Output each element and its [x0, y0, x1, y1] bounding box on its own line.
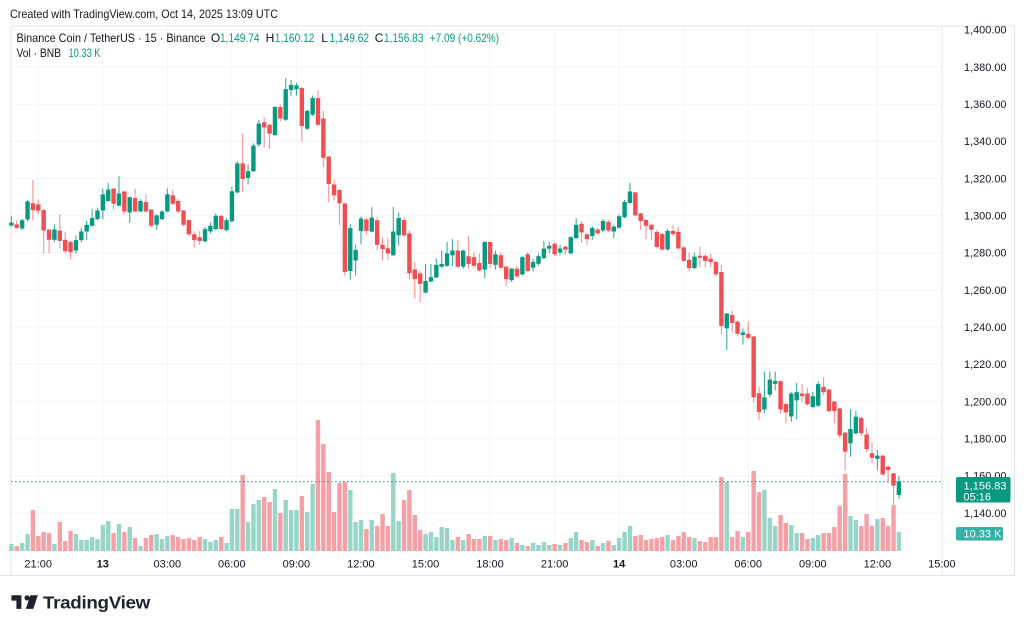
svg-text:1,320.00: 1,320.00	[964, 173, 1007, 185]
svg-text:09:00: 09:00	[283, 559, 311, 571]
svg-text:+7.09 (+0.62%): +7.09 (+0.62%)	[430, 31, 499, 45]
svg-text:15:00: 15:00	[412, 559, 440, 571]
svg-text:1,240.00: 1,240.00	[964, 322, 1007, 334]
svg-text:C: C	[375, 31, 384, 45]
svg-text:14: 14	[613, 559, 626, 571]
svg-text:03:00: 03:00	[154, 559, 182, 571]
svg-text:1,300.00: 1,300.00	[964, 211, 1007, 223]
svg-text:15:00: 15:00	[928, 559, 956, 571]
svg-text:Created with TradingView.com,: Created with TradingView.com, Oct 14, 20…	[10, 7, 278, 21]
svg-text:1,149.62: 1,149.62	[330, 31, 370, 45]
svg-text:TradingView: TradingView	[43, 593, 151, 613]
svg-text:O: O	[211, 31, 220, 45]
svg-text:Vol · BNB: Vol · BNB	[17, 46, 62, 60]
svg-text:1,340.00: 1,340.00	[964, 136, 1007, 148]
svg-text:10.33 K: 10.33 K	[69, 46, 101, 60]
svg-text:1,200.00: 1,200.00	[964, 396, 1007, 408]
svg-text:1,260.00: 1,260.00	[964, 285, 1007, 297]
svg-text:18:00: 18:00	[476, 559, 504, 571]
svg-text:1,380.00: 1,380.00	[964, 62, 1007, 74]
svg-text:1,160.12: 1,160.12	[275, 31, 315, 45]
svg-text:1,149.74: 1,149.74	[220, 31, 260, 45]
svg-text:03:00: 03:00	[670, 559, 698, 571]
svg-text:H: H	[266, 31, 275, 45]
svg-text:1,156.83: 1,156.83	[964, 481, 1007, 493]
svg-text:1,220.00: 1,220.00	[964, 359, 1007, 371]
svg-text:06:00: 06:00	[734, 559, 762, 571]
svg-text:1,280.00: 1,280.00	[964, 248, 1007, 260]
svg-text:1,360.00: 1,360.00	[964, 99, 1007, 111]
svg-text:1,400.00: 1,400.00	[964, 25, 1007, 37]
svg-text:21:00: 21:00	[541, 559, 569, 571]
svg-text:13: 13	[97, 559, 109, 571]
svg-text:12:00: 12:00	[347, 559, 375, 571]
svg-text:10.33 K: 10.33 K	[964, 529, 1003, 541]
svg-text:06:00: 06:00	[218, 559, 246, 571]
svg-text:1,140.00: 1,140.00	[964, 508, 1007, 520]
svg-text:1,180.00: 1,180.00	[964, 434, 1007, 446]
svg-text:09:00: 09:00	[799, 559, 827, 571]
svg-text:L: L	[321, 31, 328, 45]
svg-text:12:00: 12:00	[864, 559, 892, 571]
svg-text:05:16: 05:16	[964, 492, 992, 504]
svg-text:Binance Coin / TetherUS · 15 ·: Binance Coin / TetherUS · 15 · Binance	[17, 31, 206, 45]
svg-text:21:00: 21:00	[24, 559, 52, 571]
svg-text:1,156.83: 1,156.83	[384, 31, 424, 45]
